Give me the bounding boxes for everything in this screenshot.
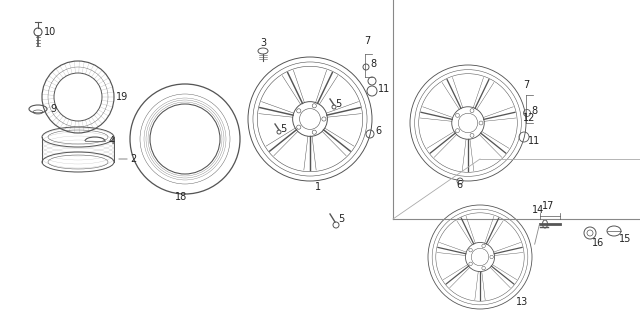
Text: 17: 17 [542,201,554,211]
Text: 5: 5 [335,99,341,109]
Text: 11: 11 [528,136,540,146]
Text: 3: 3 [260,38,266,48]
Text: 7: 7 [523,80,529,90]
Text: 18: 18 [175,192,188,202]
Text: 11: 11 [378,84,390,94]
Text: 7: 7 [364,36,371,46]
Text: 10: 10 [44,27,56,37]
Text: 12: 12 [523,113,536,123]
Text: 8: 8 [370,59,376,69]
Text: 4: 4 [109,136,115,146]
Text: 6: 6 [456,180,462,190]
Text: 15: 15 [619,234,632,244]
Text: 13: 13 [516,297,528,307]
Text: 2: 2 [130,154,136,164]
Text: 5: 5 [280,124,286,134]
Text: 19: 19 [116,92,128,102]
Text: 5: 5 [338,214,344,224]
Text: 1: 1 [315,182,321,192]
Text: 6: 6 [375,126,381,136]
Text: 8: 8 [531,106,537,116]
Text: 16: 16 [592,238,604,248]
Text: 9: 9 [50,104,56,114]
Text: 14: 14 [532,205,544,215]
